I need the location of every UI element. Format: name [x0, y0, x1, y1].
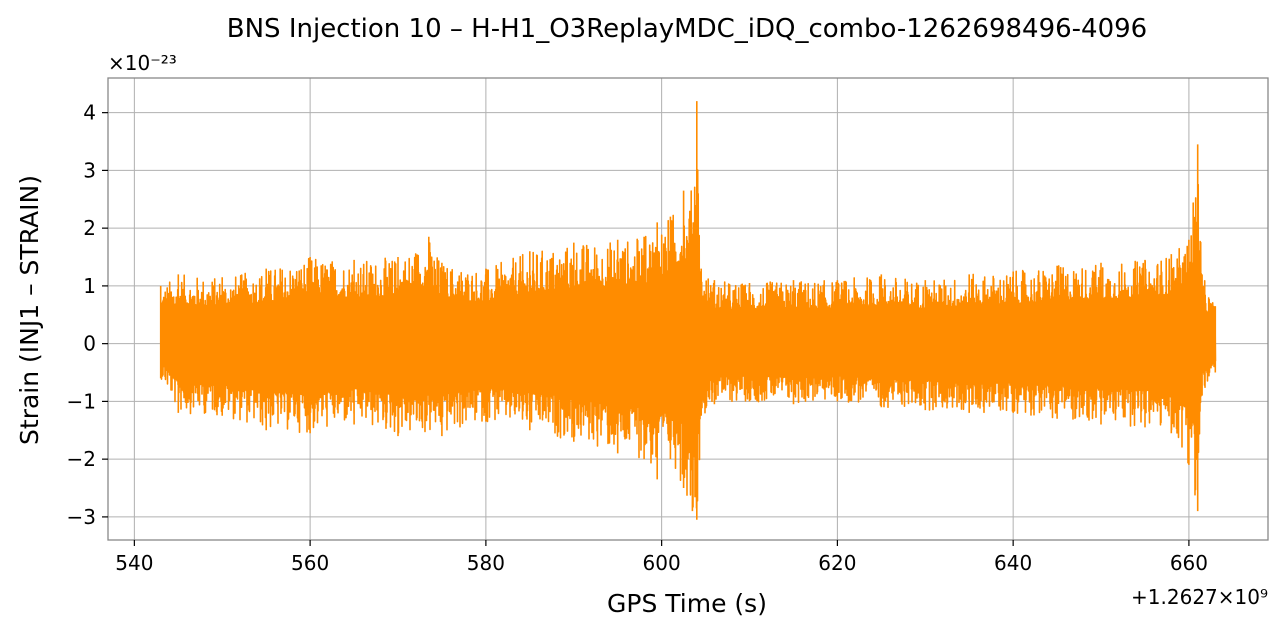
y-tick-label: 4	[83, 101, 96, 125]
y-tick-label: −3	[67, 505, 96, 529]
strain-series	[159, 101, 1217, 520]
chart-title: BNS Injection 10 – H-H1_O3ReplayMDC_iDQ_…	[227, 14, 1147, 44]
y-tick-label: 2	[83, 216, 96, 240]
x-tick-label: 640	[994, 551, 1032, 575]
y-axis-ticks: −3 −2 −1 0 1 2 3 4	[67, 101, 108, 529]
y-tick-label: 0	[83, 332, 96, 356]
x-tick-label: 600	[643, 551, 681, 575]
y-tick-label: −2	[67, 447, 96, 471]
y-scale-label: ×10⁻²³	[108, 51, 177, 75]
y-tick-label: 3	[83, 158, 96, 182]
x-tick-label: 580	[467, 551, 505, 575]
x-tick-label: 620	[818, 551, 856, 575]
x-axis-ticks: 540 560 580 600 620 640 660	[115, 540, 1208, 575]
x-tick-label: 560	[291, 551, 329, 575]
plot-frame	[107, 77, 1269, 541]
y-tick-label: 1	[83, 274, 96, 298]
x-tick-label: 660	[1170, 551, 1208, 575]
x-offset-label: +1.2627×10⁹	[1131, 585, 1268, 609]
y-tick-label: −1	[67, 389, 96, 413]
strain-line	[159, 101, 1217, 520]
x-axis-label: GPS Time (s)	[607, 589, 767, 618]
x-tick-label: 540	[115, 551, 153, 575]
y-axis-label: Strain (INJ1 – STRAIN)	[15, 175, 44, 445]
